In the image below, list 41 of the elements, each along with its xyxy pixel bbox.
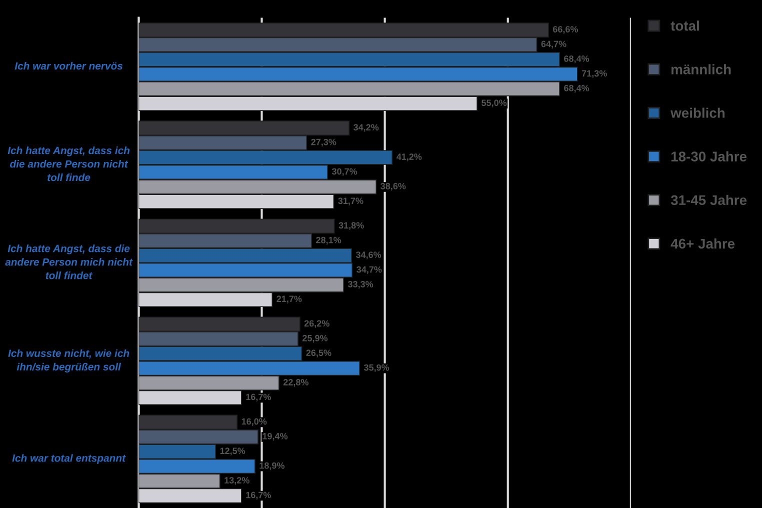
data-label: 21,7% bbox=[276, 296, 302, 304]
legend-label: männlich bbox=[671, 64, 731, 74]
data-label: 41,2% bbox=[396, 154, 422, 162]
data-label: 31,8% bbox=[338, 222, 364, 230]
data-label: 66,6% bbox=[552, 26, 578, 34]
data-label: 18,9% bbox=[260, 462, 285, 470]
legend-label: 18-30 Jahre bbox=[671, 151, 747, 162]
y-tick-label: Ich hatte Angst, dass die andere Person mich nicht toll findet bbox=[5, 244, 133, 280]
data-label: 35,9% bbox=[364, 364, 390, 372]
data-label: 34,7% bbox=[356, 266, 382, 274]
legend-label: 31-45 Jahre bbox=[670, 194, 747, 206]
data-label: 16,7% bbox=[246, 394, 271, 402]
data-label: 16,0% bbox=[242, 418, 267, 426]
data-label: 34,6% bbox=[356, 252, 382, 260]
data-label: 26,5% bbox=[306, 350, 332, 358]
y-tick-label: Ich war vorher nervös bbox=[14, 62, 123, 70]
y-tick-label: Ich war total entspannt bbox=[12, 454, 126, 464]
legend-label: total bbox=[670, 20, 699, 31]
data-label: 71,3% bbox=[582, 70, 607, 78]
y-tick-label: Ich hatte Angst, dass ich die andere Person nicht toll finde bbox=[8, 146, 130, 182]
data-label: 25,9% bbox=[302, 334, 328, 343]
data-label: 26,2% bbox=[304, 320, 330, 328]
data-label: 68,4% bbox=[564, 55, 590, 64]
data-label: 64,7% bbox=[541, 40, 566, 48]
data-label: 28,1% bbox=[316, 236, 342, 245]
data-label: 34,2% bbox=[353, 124, 379, 132]
data-label: 16,7% bbox=[246, 492, 271, 500]
data-label: 38,6% bbox=[380, 182, 406, 191]
data-label: 30,7% bbox=[332, 168, 358, 176]
data-label: 12,5% bbox=[220, 448, 246, 456]
data-label: 33,3% bbox=[348, 280, 374, 289]
data-label: 27,3% bbox=[311, 138, 336, 147]
data-label: 22,8% bbox=[283, 379, 308, 387]
y-tick-label: Ich wusste nicht, wie ich ihn/sie begrüßen soll bbox=[8, 349, 130, 373]
data-label: 55,0% bbox=[482, 100, 507, 108]
legend-label: 46+ Jahre bbox=[670, 238, 735, 249]
legend-label: weiblich bbox=[670, 108, 725, 118]
data-label: 19,4% bbox=[262, 432, 288, 441]
data-label: 68,4% bbox=[564, 84, 590, 93]
data-label: 31,7% bbox=[338, 198, 364, 206]
data-label: 13,2% bbox=[224, 477, 250, 485]
